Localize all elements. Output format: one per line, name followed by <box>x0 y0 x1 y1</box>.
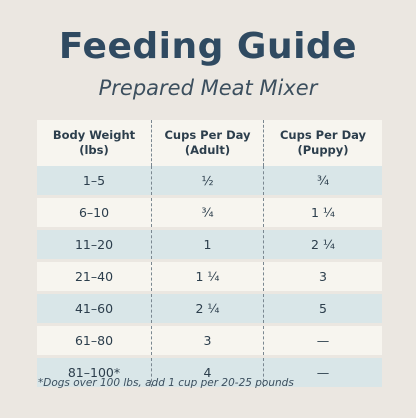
table-row: 41–60 2 ¼ 5 <box>37 294 382 323</box>
cell-cups-adult: 2 ¼ <box>151 294 263 323</box>
cell-body-weight: 11–20 <box>74 237 114 252</box>
footnote: *Dogs over 100 lbs, add 1 cup per 20-25 … <box>38 377 294 389</box>
cell-body-weight: 81–100* <box>67 365 121 380</box>
cell-cups-adult: ¾ <box>151 198 263 227</box>
cell-body-weight: 1–5 <box>82 173 106 188</box>
cell-cups-puppy: 3 <box>263 262 382 291</box>
cell-body-weight: 41–60 <box>74 301 114 316</box>
header-cups-puppy: Cups Per Day (Puppy) <box>263 120 382 166</box>
header-cups-puppy-line1: Cups Per Day <box>279 128 367 142</box>
cell-cups-adult: 1 ¼ <box>151 262 263 291</box>
header-body-weight: Body Weight (lbs) <box>37 120 151 166</box>
cell-body-weight: 61–80 <box>74 333 114 348</box>
feeding-table: Body Weight (lbs) Cups Per Day (Adult) C… <box>37 120 382 387</box>
table-row: 11–20 1 2 ¼ <box>37 230 382 259</box>
cell-cups-puppy: — <box>263 326 382 355</box>
cell-cups-puppy: 5 <box>263 294 382 323</box>
cell-cups-adult: 3 <box>151 326 263 355</box>
header-cups-adult-line2: (Adult) <box>184 143 231 157</box>
cell-cups-puppy: ¾ <box>263 166 382 195</box>
cell-cups-adult: 1 <box>151 230 263 259</box>
table-row: 61–80 3 — <box>37 326 382 355</box>
table-row: 6–10 ¾ 1 ¼ <box>37 198 382 227</box>
header-body-weight-line1: Body Weight <box>52 128 136 142</box>
page-title: Feeding Guide <box>58 26 358 67</box>
header-cups-adult: Cups Per Day (Adult) <box>151 120 263 166</box>
table-row: 21–40 1 ¼ 3 <box>37 262 382 291</box>
page-subtitle: Prepared Meat Mixer <box>98 76 318 100</box>
table-row: 1–5 ½ ¾ <box>37 166 382 195</box>
cell-cups-adult: 4 <box>151 358 263 387</box>
cell-body-weight: 21–40 <box>74 269 114 284</box>
header-cups-adult-line1: Cups Per Day <box>164 128 251 142</box>
table-row: 81–100* 4 — <box>37 358 382 387</box>
table-header-row: Body Weight (lbs) Cups Per Day (Adult) C… <box>37 120 382 166</box>
cell-cups-puppy: 1 ¼ <box>263 198 382 227</box>
cell-cups-puppy: — <box>263 358 382 387</box>
header-body-weight-line2: (lbs) <box>79 143 109 157</box>
header-cups-puppy-line2: (Puppy) <box>297 143 349 157</box>
cell-cups-adult: ½ <box>151 166 263 195</box>
cell-body-weight: 6–10 <box>78 205 110 220</box>
cell-cups-puppy: 2 ¼ <box>263 230 382 259</box>
